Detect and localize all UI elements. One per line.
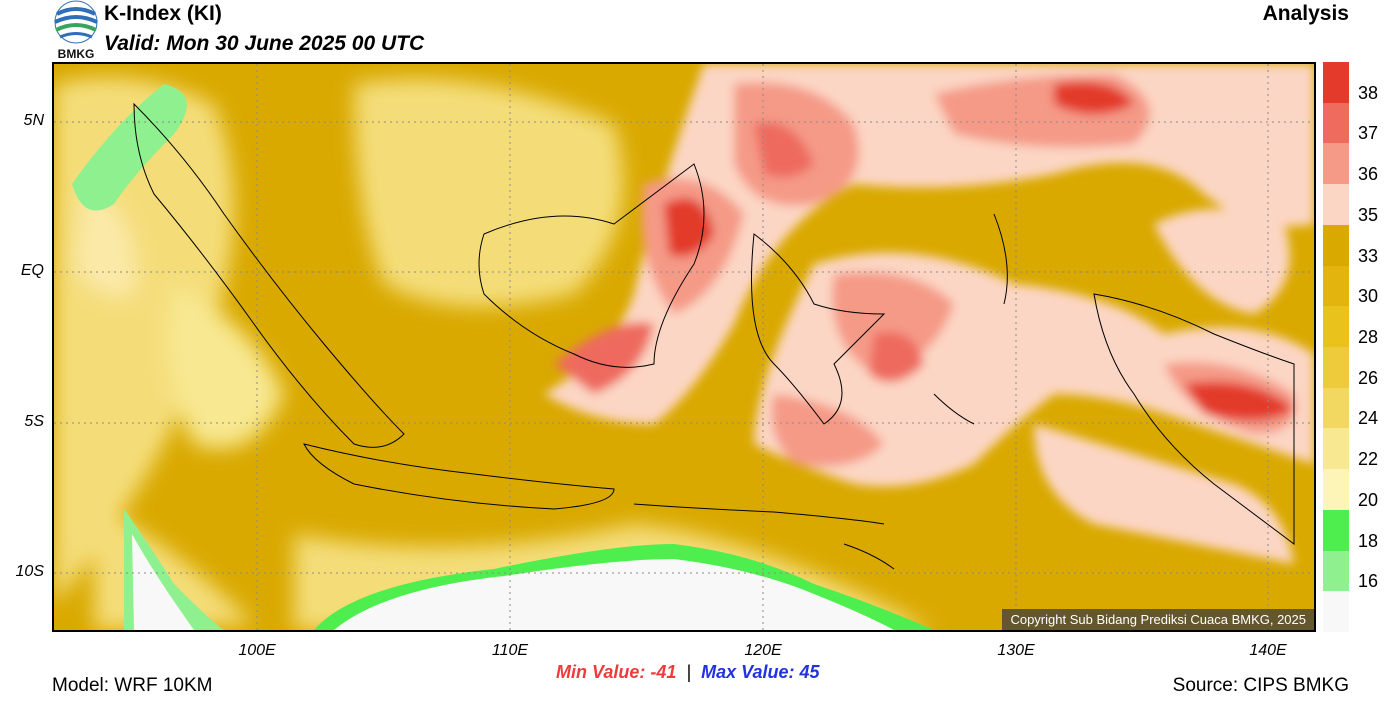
colorbar-label: 35: [1358, 204, 1379, 225]
colorbar-label: 16: [1358, 571, 1379, 592]
valid-time: Valid: Mon 30 June 2025 00 UTC: [104, 32, 425, 55]
model-label: Model: WRF 10KM: [52, 675, 213, 696]
lat-label-10s: 10S: [15, 563, 44, 580]
colorbar-label: 36: [1358, 164, 1379, 185]
colorbar-segment: [1323, 62, 1349, 104]
map-title: K-Index (KI): [104, 2, 222, 25]
lat-label-5n: 5N: [23, 112, 44, 129]
min-value: Min Value: -41: [556, 662, 677, 682]
k-index-map: [54, 64, 1314, 630]
max-value: Max Value: 45: [701, 662, 820, 682]
colorbar-label: 20: [1358, 489, 1379, 510]
min-max-values: Min Value: -41 | Max Value: 45: [556, 662, 820, 683]
colorbar-segment: [1323, 428, 1349, 470]
colorbar-label: 38: [1358, 82, 1379, 103]
lon-label-130e: 130E: [997, 642, 1035, 659]
colorbar-label: 26: [1358, 367, 1379, 388]
colorbar: [1323, 62, 1349, 633]
map-panel: Copyright Sub Bidang Prediksi Cuaca BMKG…: [52, 62, 1316, 632]
product-type-label: Analysis: [1262, 2, 1349, 25]
colorbar-label: 18: [1358, 530, 1379, 551]
colorbar-segment: [1323, 347, 1349, 389]
colorbar-segment: [1323, 469, 1349, 511]
colorbar-segment: [1323, 306, 1349, 348]
colorbar-label: 33: [1358, 245, 1379, 266]
coastlines: [133, 102, 1295, 570]
colorbar-segment: [1323, 102, 1349, 144]
colorbar-label: 22: [1358, 449, 1379, 470]
colorbar-segment: [1323, 184, 1349, 226]
colorbar-segment: [1323, 591, 1349, 633]
colorbar-segment: [1323, 224, 1349, 267]
bmkg-logo: BMKG: [54, 0, 98, 61]
lon-label-140e: 140E: [1249, 642, 1287, 659]
lon-label-120e: 120E: [744, 642, 782, 659]
source-label: Source: CIPS BMKG: [1172, 675, 1349, 696]
colorbar-segment: [1323, 143, 1349, 185]
copyright-notice: Copyright Sub Bidang Prediksi Cuaca BMKG…: [1002, 609, 1314, 630]
separator: |: [686, 662, 692, 682]
lat-label-5s: 5S: [24, 413, 44, 430]
lon-label-100e: 100E: [238, 642, 276, 659]
colorbar-label: 30: [1358, 286, 1379, 307]
high-k-regions: [544, 64, 1314, 564]
colorbar-segment: [1323, 509, 1349, 552]
logo-text: BMKG: [58, 47, 95, 61]
very-low-k-regions: [72, 84, 934, 630]
colorbar-label: 37: [1358, 123, 1379, 144]
colorbar-label: 24: [1358, 408, 1379, 429]
colorbar-segment: [1323, 550, 1349, 592]
lon-label-110e: 110E: [491, 642, 529, 659]
colorbar-segment: [1323, 265, 1349, 307]
colorbar-label: 28: [1358, 327, 1379, 347]
colorbar-segment: [1323, 387, 1349, 429]
lat-label-eq: EQ: [20, 262, 44, 279]
